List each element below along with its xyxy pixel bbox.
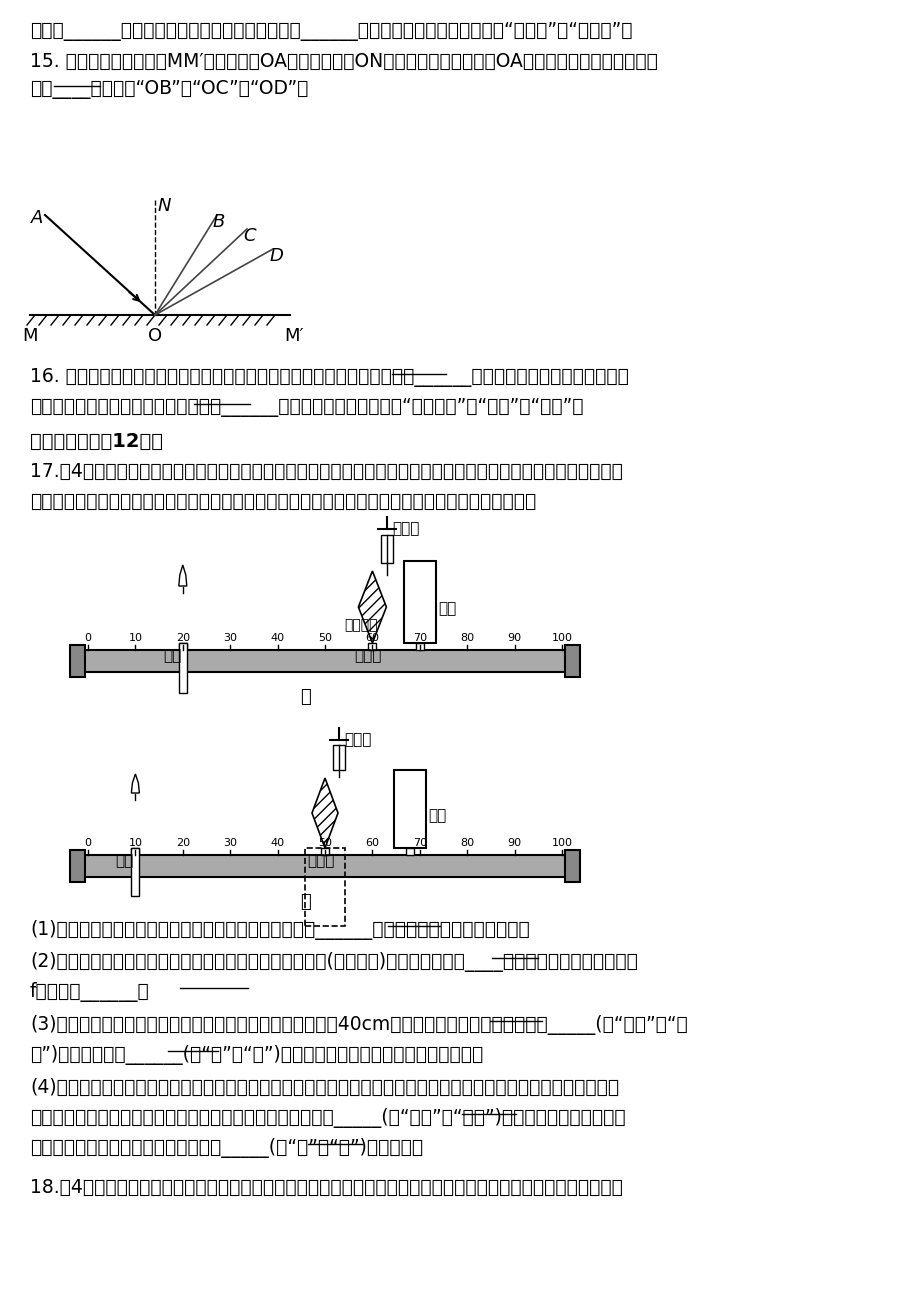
Text: 50: 50 bbox=[318, 633, 332, 643]
Text: 膜，通过对水透镜注水或抒水可改变水透镜的厚薄。蜡烛、光屏和水透镜在光具座上的位置如图所示。: 膜，通过对水透镜注水或抒水可改变水透镜的厚薄。蜡烛、光屏和水透镜在光具座上的位置… bbox=[30, 492, 536, 510]
Text: 15. 如图所示光路图中，MM′为平面镜，OA为入射光线，ON为法线。则与入射光线OA对应的反射光线是沿方向射: 15. 如图所示光路图中，MM′为平面镜，OA为入射光线，ON为法线。则与入射光… bbox=[30, 52, 657, 72]
Text: M′: M′ bbox=[284, 327, 303, 345]
Text: 透明胶膜: 透明胶膜 bbox=[344, 618, 378, 631]
Text: O: O bbox=[148, 327, 162, 345]
Text: 10: 10 bbox=[129, 633, 142, 643]
Text: 60: 60 bbox=[365, 838, 379, 848]
Text: 蜡烛: 蜡烛 bbox=[163, 648, 181, 663]
Text: 100: 100 bbox=[550, 633, 572, 643]
Text: 0: 0 bbox=[85, 633, 91, 643]
Text: 20: 20 bbox=[176, 633, 189, 643]
Polygon shape bbox=[403, 561, 436, 643]
Text: 16. 夏天阳光通过树叶间的缝隙射到地面上，形成圆形光斜，这是由于光的______现象造成的；游泳池注水后，看: 16. 夏天阳光通过树叶间的缝隙射到地面上，形成圆形光斜，这是由于光的_____… bbox=[30, 368, 629, 387]
Bar bbox=[178, 643, 187, 693]
Text: 注意用眼卫生，变了近视眼，应该配戴_____(填“凸”或“凹”)透镜矫正。: 注意用眼卫生，变了近视眼，应该配戴_____(填“凸”或“凹”)透镜矫正。 bbox=[30, 1138, 423, 1157]
Bar bbox=[415, 643, 424, 650]
Bar bbox=[381, 535, 393, 562]
Text: 80: 80 bbox=[460, 838, 474, 848]
Text: (1)实验时，首先要使烛焰、水透镜、光屏三者的中心在______上，目的是使像成在光屏中心。: (1)实验时，首先要使烛焰、水透镜、光屏三者的中心在______上，目的是使像成… bbox=[30, 921, 529, 940]
Bar bbox=[178, 643, 187, 650]
Bar bbox=[70, 850, 85, 881]
Text: D: D bbox=[269, 247, 284, 266]
Polygon shape bbox=[131, 773, 140, 793]
Text: 上去好像游泳池变浅了，这是由于光的______现象造成的。（两空选填“直线传播”、“反射”或“折射”）: 上去好像游泳池变浅了，这是由于光的______现象造成的。（两空选填“直线传播”… bbox=[30, 398, 583, 417]
Bar bbox=[70, 644, 85, 677]
Text: 17.（4分）小明探究凸透镜的成像原理，与老师一起研制了如图所示的实验装置，用水透镜模拟眼睛，光屏模拟视网: 17.（4分）小明探究凸透镜的成像原理，与老师一起研制了如图所示的实验装置，用水… bbox=[30, 462, 622, 480]
Bar bbox=[80, 855, 570, 878]
Polygon shape bbox=[394, 769, 425, 848]
Polygon shape bbox=[358, 572, 386, 643]
Text: 30: 30 bbox=[223, 838, 237, 848]
Text: 10: 10 bbox=[129, 838, 142, 848]
Text: 三、实验题（共12分）: 三、实验题（共12分） bbox=[30, 432, 163, 450]
Text: 注射器: 注射器 bbox=[344, 732, 371, 747]
Text: f的范围为______。: f的范围为______。 bbox=[30, 982, 150, 1003]
Text: C: C bbox=[243, 227, 255, 245]
Text: M: M bbox=[22, 327, 38, 345]
Text: 80: 80 bbox=[460, 633, 474, 643]
Text: 0: 0 bbox=[85, 838, 91, 848]
Text: 40: 40 bbox=[270, 633, 284, 643]
Text: 100: 100 bbox=[550, 838, 572, 848]
Text: B: B bbox=[213, 214, 225, 230]
Text: 90: 90 bbox=[507, 633, 521, 643]
Polygon shape bbox=[312, 779, 337, 848]
Text: 70: 70 bbox=[413, 838, 426, 848]
Bar bbox=[406, 848, 414, 855]
Text: 光屏: 光屏 bbox=[428, 809, 446, 823]
Text: 出的____。（选填“OB”、“OC”或“OD”）: 出的____。（选填“OB”、“OC”或“OD”） bbox=[30, 79, 308, 99]
Text: (4)用水透镜模拟爷爷的老花眼，如图乙所示，若爷爷不戴老花镜时恰好能够看到图中位置上的蜡烛，在图中的虚线框: (4)用水透镜模拟爷爷的老花眼，如图乙所示，若爷爷不戴老花镜时恰好能够看到图中位… bbox=[30, 1078, 618, 1098]
Text: (2)三者摆放位置如图甲所示，在光屏上成了一个清晰的像(像未画出)，该像为倒立、____的实像。此时水透镜的焦距: (2)三者摆放位置如图甲所示，在光屏上成了一个清晰的像(像未画出)，该像为倒立、… bbox=[30, 952, 637, 973]
Text: 内安装上适当度数的老花镜的镜片，则爷爷将能看清烛焰位置_____(填“左侧”或“右侧”)的物体。小明因为长期不: 内安装上适当度数的老花镜的镜片，则爷爷将能看清烛焰位置_____(填“左侧”或“… bbox=[30, 1108, 625, 1128]
Bar bbox=[131, 848, 140, 896]
Text: 18.（4分）小强同学买了一盒自动铅笔用的笔芯，但包装盒上注明的笔芯直径看不清了。聪明的小强利用一把分度值: 18.（4分）小强同学买了一盒自动铅笔用的笔芯，但包装盒上注明的笔芯直径看不清了… bbox=[30, 1178, 622, 1197]
Bar bbox=[564, 850, 579, 881]
Bar bbox=[368, 643, 376, 650]
Text: 50: 50 bbox=[318, 838, 332, 848]
Text: 甲: 甲 bbox=[300, 687, 311, 706]
Text: 60: 60 bbox=[365, 633, 379, 643]
Text: 乙: 乙 bbox=[300, 893, 311, 911]
Text: 小雨以______作为参照物的缘故，由此现象可推断______的速度快。（以上两空均选填“小轿车”成“大客车”）: 小雨以______作为参照物的缘故，由此现象可推断______的速度快。（以上两… bbox=[30, 22, 632, 40]
Polygon shape bbox=[178, 565, 187, 586]
Bar bbox=[564, 644, 579, 677]
Bar bbox=[333, 745, 345, 769]
Text: N: N bbox=[158, 197, 171, 215]
Text: 90: 90 bbox=[507, 838, 521, 848]
Text: (3)用水透镜模拟正常眼睛，将图甲中的烛焰移动到光具座上40cm处，光屏不动，此时应对水透镜_____(填“注水”或“抒: (3)用水透镜模拟正常眼睛，将图甲中的烛焰移动到光具座上40cm处，光屏不动，此… bbox=[30, 1016, 687, 1035]
Bar bbox=[80, 650, 570, 672]
Text: 水透镜: 水透镜 bbox=[354, 648, 381, 663]
Bar bbox=[305, 848, 345, 926]
Text: 20: 20 bbox=[176, 838, 189, 848]
Text: 蜡烛: 蜡烛 bbox=[115, 853, 133, 868]
Bar bbox=[131, 848, 140, 855]
Text: 30: 30 bbox=[223, 633, 237, 643]
Bar bbox=[321, 848, 329, 855]
Text: 水”)，使其焦距变______(填“长”或“短”)，才能在光屏上重新得到一个清晰的像。: 水”)，使其焦距变______(填“长”或“短”)，才能在光屏上重新得到一个清晰… bbox=[30, 1046, 482, 1065]
Text: A: A bbox=[31, 210, 43, 227]
Text: 40: 40 bbox=[270, 838, 284, 848]
Text: 光屏: 光屏 bbox=[437, 602, 456, 616]
Text: 水透镜: 水透镜 bbox=[307, 853, 334, 868]
Text: 70: 70 bbox=[413, 633, 426, 643]
Text: 注射器: 注射器 bbox=[392, 521, 419, 536]
